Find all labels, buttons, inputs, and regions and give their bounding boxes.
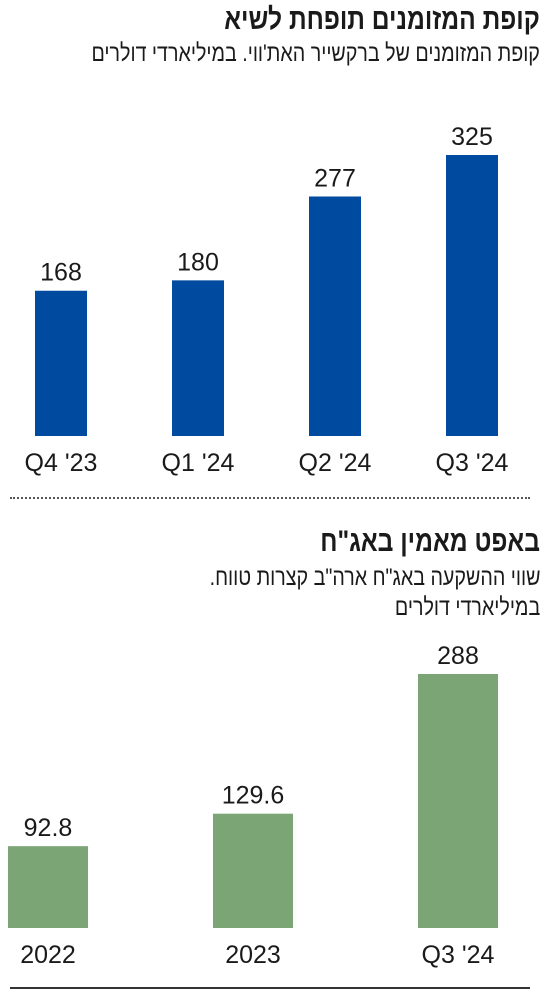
chart1-title: קופת המזומנים תופחת לשיא [224, 3, 540, 36]
bar-value-label: 92.8 [24, 814, 73, 842]
chart2-subtitle-line2: במיליארדי דולרים [394, 594, 540, 621]
bar-q4-23 [35, 290, 87, 436]
bar-q3-24 [446, 155, 498, 436]
chart1-plot: 168 Q4 '23 180 Q1 '24 277 Q2 '24 325 Q3 '24 [25, 123, 509, 477]
bar-value-label: 325 [451, 123, 493, 151]
bar-q3-24 [418, 674, 498, 928]
chart2-title: באפט מאמין באג"ח [320, 525, 540, 558]
x-tick-label: Q2 '24 [299, 449, 372, 477]
bar-value-label: 129.6 [222, 782, 285, 810]
bar-value-label: 277 [314, 165, 356, 193]
x-tick-label: Q4 '23 [25, 449, 98, 477]
bottom-rule [10, 987, 530, 989]
chart1-subtitle: קופת המזומנים של ברקשייר האת'ווי. במיליא… [91, 40, 540, 67]
bar-value-label: 168 [40, 259, 82, 287]
x-tick-label: 2023 [225, 941, 281, 969]
section-divider [10, 497, 530, 499]
bar-q1-24 [172, 280, 224, 436]
x-tick-label: Q3 '24 [422, 941, 495, 969]
bar-2023 [213, 813, 293, 928]
x-tick-label: Q1 '24 [162, 449, 235, 477]
bar-q2-24 [309, 196, 361, 436]
x-tick-label: Q3 '24 [436, 449, 509, 477]
chart2-subtitle-line1: שווי ההשקעה באג"ח ארה"ב קצרות טווח. [209, 564, 540, 591]
bar-value-label: 288 [437, 642, 479, 670]
bar-value-label: 180 [177, 248, 219, 276]
bar-2022 [8, 846, 88, 928]
x-tick-label: 2022 [20, 941, 76, 969]
